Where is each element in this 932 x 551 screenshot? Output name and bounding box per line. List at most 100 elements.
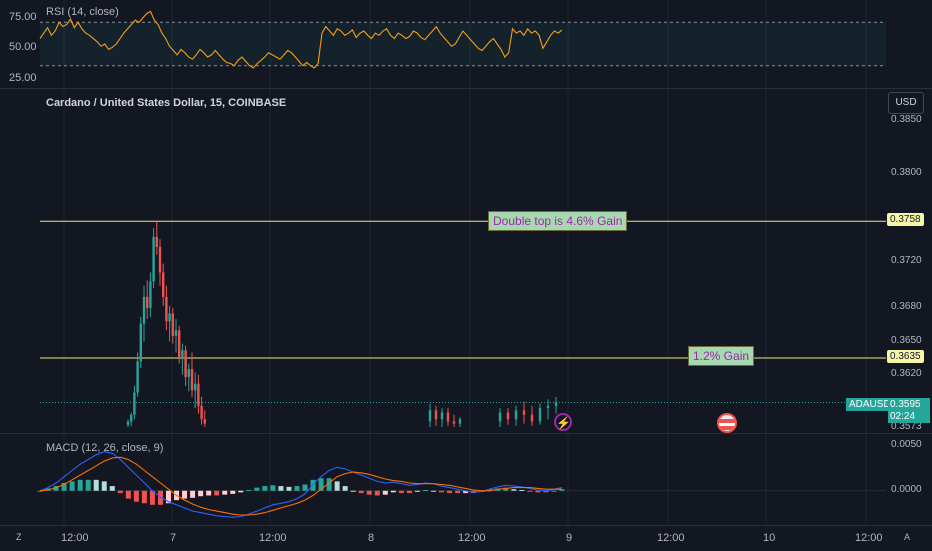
macd-histogram-bar: [294, 486, 300, 491]
rsi-tick-75: 75.00: [9, 11, 37, 23]
gain-annotation[interactable]: 1.2% Gain: [688, 346, 755, 366]
price-tick-bottom: 0.3573: [891, 421, 922, 432]
double-top-annotation[interactable]: Double top is 4.6% Gain: [488, 211, 628, 231]
candle-body: [554, 402, 558, 406]
price-chart: [40, 89, 886, 433]
macd-histogram-bar: [390, 490, 396, 493]
price-tick: 0.3680: [891, 301, 922, 312]
macd-tick-top: 0.0050: [891, 439, 922, 450]
candle-body: [446, 412, 450, 422]
candle-body: [139, 323, 142, 362]
corner-left-button[interactable]: Z: [16, 532, 22, 542]
time-label: 9: [566, 532, 573, 544]
candle-body: [133, 392, 136, 415]
time-axis[interactable]: Z 12:00 7 12:00 8 12:00 9 12:00 10 12:00…: [0, 525, 932, 551]
countdown-label: 02:24: [888, 410, 930, 423]
candle-body: [155, 236, 158, 247]
macd-histogram-bar: [318, 478, 324, 491]
candle-body: [149, 281, 152, 309]
candle-body: [130, 414, 133, 422]
candle-body: [194, 383, 197, 391]
macd-histogram-bar: [535, 490, 541, 493]
rsi-pane[interactable]: RSI (14, close) 75.00 50.00 25.00: [0, 0, 932, 88]
macd-histogram-bar: [182, 490, 188, 499]
macd-histogram-bar: [149, 490, 155, 505]
rsi-chart: [39, 0, 886, 88]
macd-histogram-bar: [254, 487, 260, 491]
macd-histogram-bar: [302, 484, 308, 491]
pane-separator[interactable]: [0, 433, 932, 434]
macd-histogram-bar: [214, 490, 220, 496]
macd-histogram-bar: [37, 490, 43, 492]
macd-histogram-bar: [165, 490, 171, 504]
macd-histogram-bar: [222, 490, 228, 495]
candle-body: [530, 414, 534, 422]
rsi-line: [39, 10, 563, 69]
macd-histogram-bar: [270, 485, 276, 491]
macd-pane[interactable]: MACD (12, 26, close, 9) 0.0050 0.0000: [0, 434, 932, 525]
time-label: 12:00: [259, 532, 287, 544]
macd-histogram-bar: [511, 489, 517, 491]
time-label: 12:00: [657, 532, 685, 544]
macd-histogram-bar: [463, 490, 469, 494]
macd-histogram-bar: [422, 489, 428, 491]
currency-button[interactable]: USD: [888, 92, 924, 114]
signal-line: [39, 456, 562, 516]
lightning-event-icon[interactable]: ⚡: [554, 413, 572, 431]
candle-body: [158, 246, 162, 273]
candle-body: [126, 421, 130, 425]
macd-histogram-bar: [125, 490, 131, 499]
us-flag-event-icon[interactable]: [717, 413, 737, 433]
macd-histogram-bar: [326, 478, 332, 491]
macd-histogram-bar: [246, 489, 252, 491]
macd-histogram-bar: [358, 490, 364, 494]
macd-histogram-bar: [447, 490, 453, 494]
candle-body: [187, 369, 190, 377]
candle-body: [506, 412, 510, 420]
candle-body: [146, 296, 149, 309]
macd-line: [39, 451, 563, 518]
candle-body: [181, 350, 184, 357]
macd-histogram-bar: [382, 490, 388, 495]
rsi-tick-50: 50.00: [9, 41, 37, 53]
candle-body: [152, 236, 155, 282]
candle-body: [452, 421, 456, 424]
macd-histogram-bar: [342, 486, 348, 491]
price-pane[interactable]: Cardano / United States Dollar, 15, COIN…: [0, 89, 932, 433]
macd-label: MACD (12, 26, close, 9): [46, 442, 164, 454]
price-tick: 0.3850: [891, 114, 922, 125]
price-tick: 0.3620: [891, 368, 922, 379]
macd-histogram-bar: [93, 479, 99, 491]
macd-histogram-bar: [133, 490, 139, 502]
corner-right-button[interactable]: A: [904, 532, 911, 542]
macd-histogram-bar: [366, 490, 372, 495]
macd-histogram-bar: [77, 479, 83, 491]
macd-histogram-bar: [157, 490, 163, 505]
candle-body: [546, 405, 550, 409]
time-label: 10: [763, 532, 776, 544]
time-label: 12:00: [855, 532, 883, 544]
macd-histogram-bar: [198, 490, 204, 497]
time-label: 12:00: [61, 532, 89, 544]
candle-body: [162, 272, 165, 297]
macd-histogram-bar: [559, 489, 565, 491]
level-price-label-bottom: 0.3635: [887, 350, 924, 363]
macd-histogram-bar: [398, 490, 404, 494]
macd-histogram-bar: [374, 490, 380, 496]
time-label: 7: [170, 532, 177, 544]
rsi-tick-25: 25.00: [9, 72, 37, 84]
macd-histogram-bar: [543, 490, 549, 493]
macd-histogram-bar: [455, 490, 461, 494]
pane-separator[interactable]: [0, 88, 932, 89]
macd-histogram-bar: [414, 490, 420, 492]
macd-histogram-bar: [109, 486, 115, 491]
candle-body: [498, 412, 502, 422]
macd-histogram-bar: [230, 490, 236, 494]
candle-body: [458, 419, 462, 424]
macd-histogram-bar: [431, 490, 437, 492]
macd-histogram-bar: [503, 487, 509, 491]
macd-histogram-bar: [190, 490, 196, 498]
candle-body: [522, 410, 526, 415]
price-tick: 0.3720: [891, 255, 922, 266]
time-label: 8: [368, 532, 375, 544]
